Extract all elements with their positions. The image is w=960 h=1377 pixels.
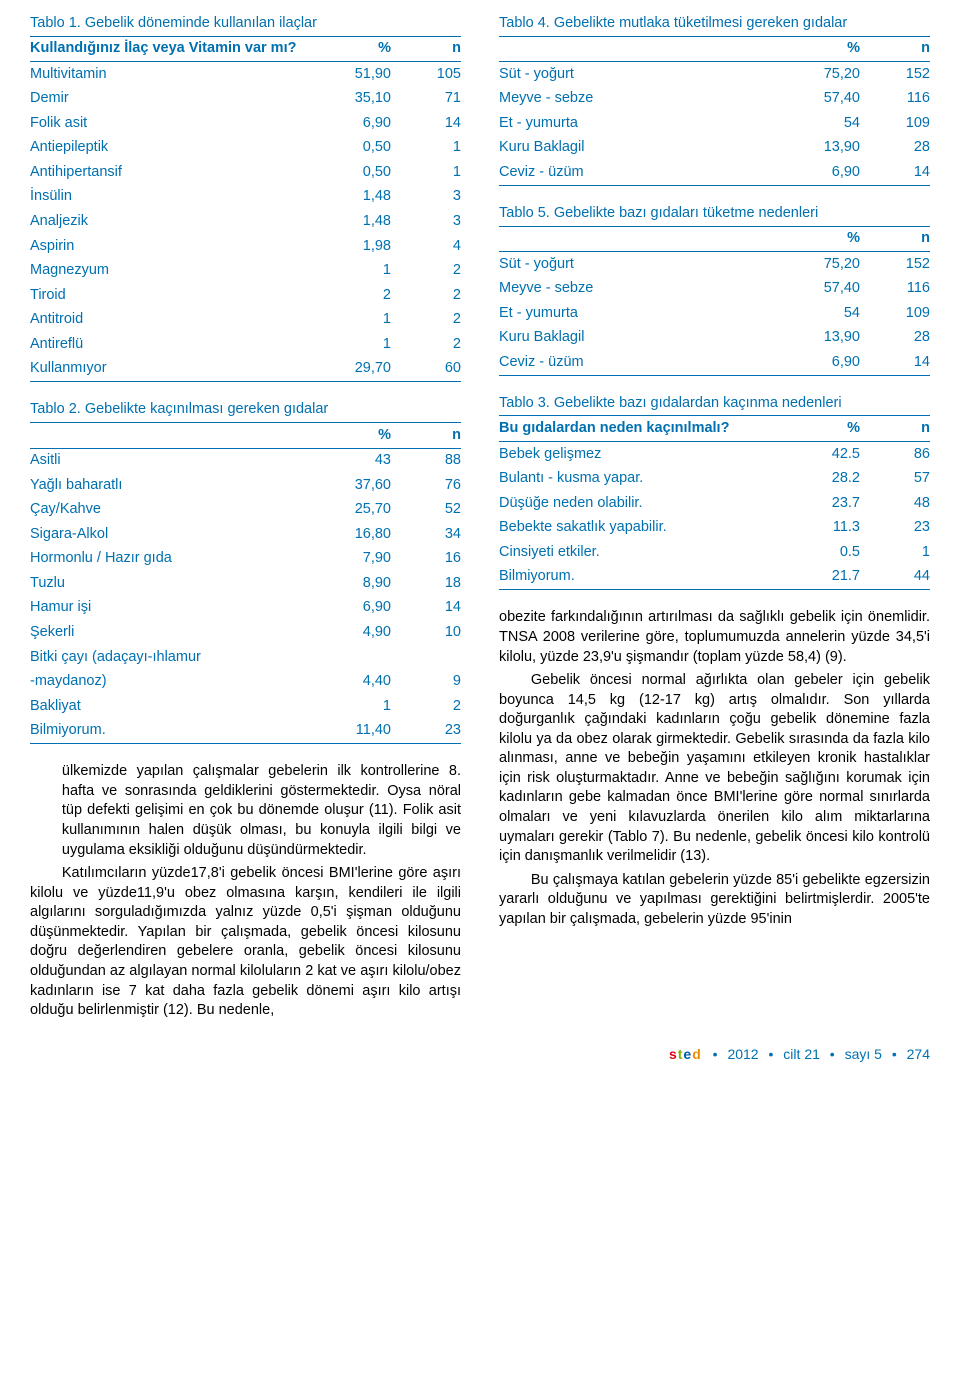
- bullet-icon: •: [886, 1046, 903, 1062]
- table-row: Kuru Baklagil13,9028: [499, 136, 930, 161]
- table-row: Süt - yoğurt75,20152: [499, 62, 930, 87]
- tablo2-header-n: n: [409, 423, 461, 449]
- table-row: Çay/Kahve25,7052: [30, 498, 461, 523]
- table-row: Antireflü12: [30, 332, 461, 357]
- bullet-icon: •: [763, 1046, 780, 1062]
- table-row: Analjezik1,483: [30, 210, 461, 235]
- table-row: -maydanoz)4,409: [30, 670, 461, 695]
- right-paragraph-3: Bu çalışmaya katılan gebelerin yüzde 85'…: [499, 871, 930, 930]
- table-row: Bilmiyorum.11,4023: [30, 719, 461, 744]
- logo-letter-e: e: [683, 1046, 692, 1062]
- footer-sayi: 5: [874, 1046, 882, 1062]
- table-row: Tiroid22: [30, 283, 461, 308]
- tablo1-subtitle: Kullandığınız İlaç veya Vitamin var mı?: [30, 36, 349, 62]
- right-column: Tablo 4. Gebelikte mutlaka tüketilmesi g…: [499, 14, 930, 1021]
- tablo5-header-n: n: [878, 226, 930, 252]
- tablo4-header-n: n: [878, 36, 930, 62]
- table-row: Kullanmıyor29,7060: [30, 357, 461, 382]
- table-row: Ceviz - üzüm6,9014: [499, 160, 930, 185]
- table-row: Sigara-Alkol16,8034: [30, 522, 461, 547]
- tablo1-table: Kullandığınız İlaç veya Vitamin var mı? …: [30, 36, 461, 383]
- tablo4-table: % n Süt - yoğurt75,20152 Meyve - sebze57…: [499, 36, 930, 186]
- table-row: Antiepileptik0,501: [30, 136, 461, 161]
- table-row: Asitli4388: [30, 448, 461, 473]
- tablo5-block: Tablo 5. Gebelikte bazı gıdaları tüketme…: [499, 204, 930, 376]
- tablo1-header-n: n: [409, 36, 461, 62]
- left-paragraph-1: ülkemizde yapılan çalışmalar gebelerin i…: [30, 762, 461, 860]
- tablo3-table: Bu gıdalardan neden kaçınılmalı? % n Beb…: [499, 415, 930, 590]
- footer-year: 2012: [727, 1046, 758, 1062]
- left-column: Tablo 1. Gebelik döneminde kullanılan il…: [30, 14, 461, 1021]
- footer-cilt-label: cilt: [783, 1046, 800, 1062]
- tablo2-header-pct: %: [349, 423, 409, 449]
- tablo5-table: % n Süt - yoğurt75,20152 Meyve - sebze57…: [499, 226, 930, 376]
- page-footer: sted • 2012 • cilt 21 • sayı 5 • 274: [30, 1045, 930, 1064]
- left-paragraph-2: Katılımcıların yüzde17,8'i gebelik önces…: [30, 864, 461, 1021]
- footer-page: 274: [907, 1046, 930, 1062]
- tablo4-block: Tablo 4. Gebelikte mutlaka tüketilmesi g…: [499, 14, 930, 186]
- tablo3-title: Tablo 3. Gebelikte bazı gıdalardan kaçın…: [499, 394, 930, 414]
- table-row: Aspirin1,984: [30, 234, 461, 259]
- table-row: Antihipertansif0,501: [30, 160, 461, 185]
- logo-letter-s: s: [669, 1046, 678, 1062]
- table-row: Demir35,1071: [30, 87, 461, 112]
- tablo2-table: % n Asitli4388 Yağlı baharatlı37,6076 Ça…: [30, 422, 461, 744]
- tablo2-title: Tablo 2. Gebelikte kaçınılması gereken g…: [30, 400, 461, 420]
- tablo3-header-n: n: [878, 416, 930, 442]
- table-row: Multivitamin51,90105: [30, 62, 461, 87]
- tablo2-block: Tablo 2. Gebelikte kaçınılması gereken g…: [30, 400, 461, 744]
- table-row: Meyve - sebze57,40116: [499, 277, 930, 302]
- tablo3-subtitle: Bu gıdalardan neden kaçınılmalı?: [499, 416, 818, 442]
- tablo4-header-pct: %: [818, 36, 878, 62]
- tablo5-header-pct: %: [818, 226, 878, 252]
- table-row: Magnezyum12: [30, 259, 461, 284]
- logo-letter-d: d: [692, 1046, 702, 1062]
- footer-sayi-label: sayı: [845, 1046, 871, 1062]
- table-row: Cinsiyeti etkiler.0.51: [499, 540, 930, 565]
- table-row: Düşüğe neden olabilir.23.748: [499, 491, 930, 516]
- tablo1-block: Tablo 1. Gebelik döneminde kullanılan il…: [30, 14, 461, 382]
- right-paragraph-2: Gebelik öncesi normal ağırlıkta olan geb…: [499, 671, 930, 867]
- table-row: Yağlı baharatlı37,6076: [30, 473, 461, 498]
- table-row: Şekerli4,9010: [30, 621, 461, 646]
- table-row: Bitki çayı (adaçayı-ıhlamur: [30, 645, 461, 670]
- table-row: Bilmiyorum.21.744: [499, 565, 930, 590]
- table-row: Bulantı - kusma yapar.28.257: [499, 467, 930, 492]
- tablo1-header-pct: %: [349, 36, 409, 62]
- table-row: Süt - yoğurt75,20152: [499, 252, 930, 277]
- table-row: Bakliyat12: [30, 694, 461, 719]
- table-row: Meyve - sebze57,40116: [499, 87, 930, 112]
- table-row: Antitroid12: [30, 308, 461, 333]
- two-column-layout: Tablo 1. Gebelik döneminde kullanılan il…: [30, 14, 930, 1021]
- table-row: Kuru Baklagil13,9028: [499, 326, 930, 351]
- tablo3-header-pct: %: [818, 416, 878, 442]
- table-row: Et - yumurta54109: [499, 301, 930, 326]
- journal-logo: sted: [669, 1046, 707, 1062]
- table-row: Tuzlu8,9018: [30, 571, 461, 596]
- table-row: Ceviz - üzüm6,9014: [499, 350, 930, 375]
- table-row: Folik asit6,9014: [30, 111, 461, 136]
- table-row: Et - yumurta54109: [499, 111, 930, 136]
- bullet-icon: •: [824, 1046, 841, 1062]
- table-row: Bebekte sakatlık yapabilir.11.323: [499, 516, 930, 541]
- table-row: Hamur işi6,9014: [30, 596, 461, 621]
- table-row: Hormonlu / Hazır gıda7,9016: [30, 547, 461, 572]
- tablo3-block: Tablo 3. Gebelikte bazı gıdalardan kaçın…: [499, 394, 930, 591]
- tablo1-title: Tablo 1. Gebelik döneminde kullanılan il…: [30, 14, 461, 34]
- table-row: Bebek gelişmez42.586: [499, 442, 930, 467]
- table-row: İnsülin1,483: [30, 185, 461, 210]
- right-paragraph-1: obezite farkındalığının artırılması da s…: [499, 608, 930, 667]
- tablo5-title: Tablo 5. Gebelikte bazı gıdaları tüketme…: [499, 204, 930, 224]
- footer-cilt: 21: [804, 1046, 820, 1062]
- tablo4-title: Tablo 4. Gebelikte mutlaka tüketilmesi g…: [499, 14, 930, 34]
- bullet-icon: •: [707, 1046, 724, 1062]
